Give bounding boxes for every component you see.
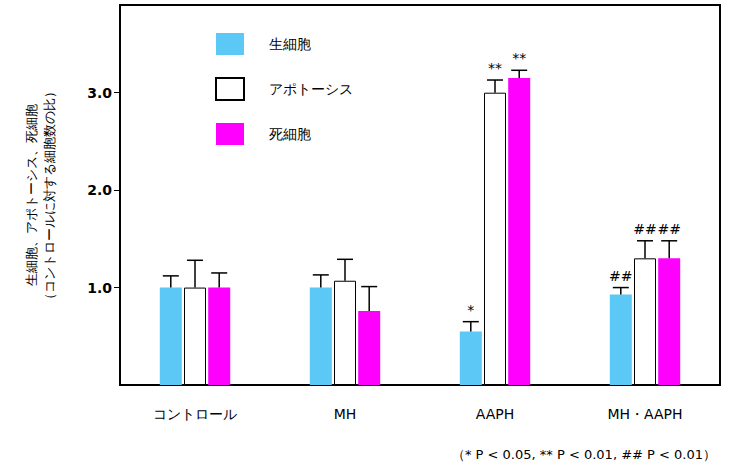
svg-text:（* P < 0.05, ** P < 0.01, ## P: （* P < 0.05, ** P < 0.01, ## P < 0.01） <box>452 447 716 462</box>
svg-text:3.0: 3.0 <box>87 85 112 101</box>
svg-text:##: ## <box>609 268 632 284</box>
svg-text:1.0: 1.0 <box>87 280 112 296</box>
svg-text:MH・AAPH: MH・AAPH <box>607 406 682 422</box>
svg-text:死細胞: 死細胞 <box>269 126 311 142</box>
svg-text:コントロール: コントロール <box>153 406 237 422</box>
svg-text:##: ## <box>657 221 680 237</box>
svg-text:AAPH: AAPH <box>476 406 515 422</box>
svg-text:**: ** <box>488 60 502 76</box>
svg-text:生細胞: 生細胞 <box>269 36 311 52</box>
svg-text:**: ** <box>512 50 526 66</box>
svg-text:生細胞、アポトーシス、死細胞: 生細胞、アポトーシス、死細胞 <box>24 104 39 286</box>
svg-text:2.0: 2.0 <box>87 182 112 198</box>
svg-text:MH: MH <box>334 406 357 422</box>
svg-text:##: ## <box>633 221 656 237</box>
svg-text:アポトーシス: アポトーシス <box>269 81 353 97</box>
svg-text:*: * <box>467 302 474 318</box>
svg-text:（コントロールに対する細胞数の比）: （コントロールに対する細胞数の比） <box>42 85 57 306</box>
